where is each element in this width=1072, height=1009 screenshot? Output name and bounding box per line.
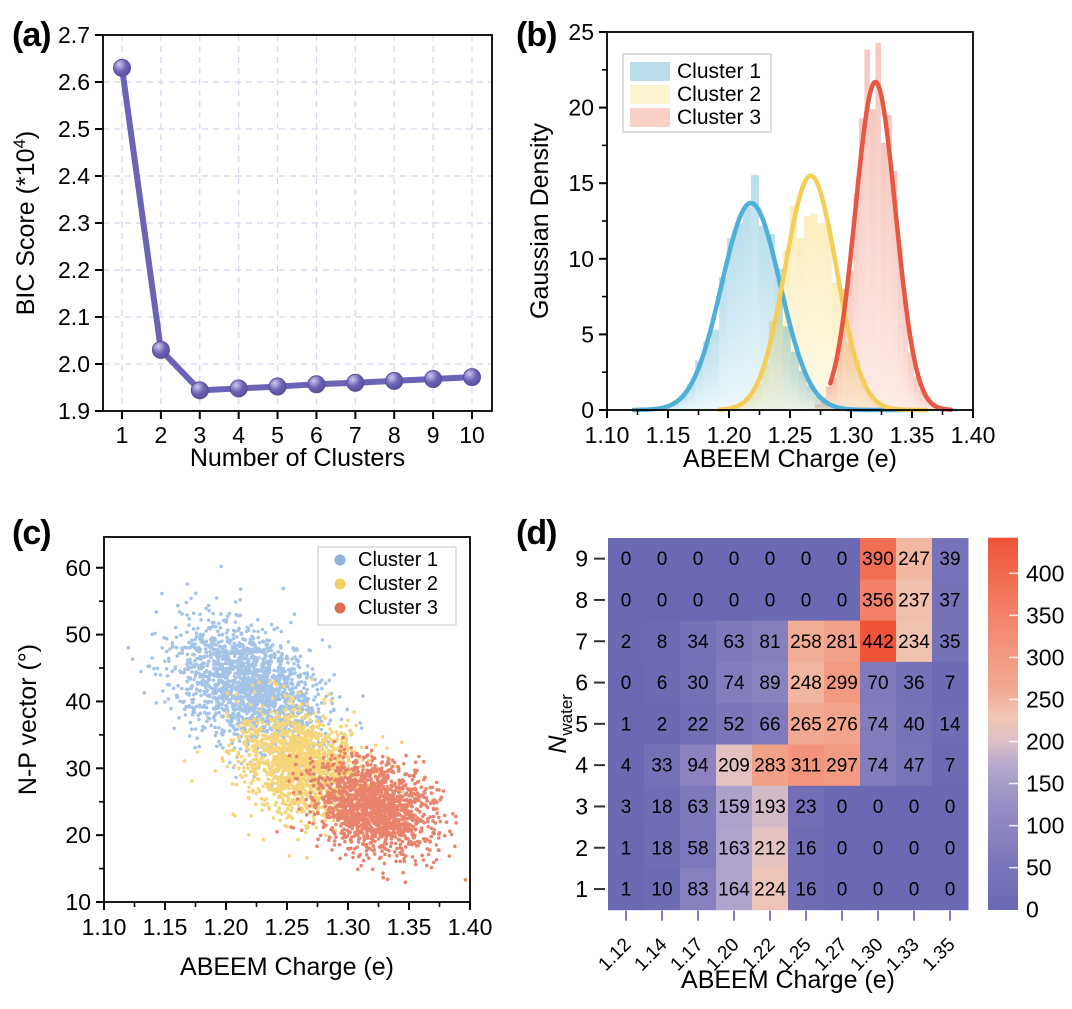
panel-b-label: (b)	[516, 16, 557, 54]
svg-text:2.5: 2.5	[58, 116, 90, 142]
svg-text:1.15: 1.15	[646, 422, 691, 448]
svg-text:1.10: 1.10	[82, 914, 127, 940]
svg-text:5: 5	[271, 422, 284, 448]
svg-text:6: 6	[310, 422, 323, 448]
svg-text:25: 25	[568, 19, 594, 45]
svg-text:0: 0	[581, 397, 594, 423]
svg-text:20: 20	[568, 95, 594, 121]
svg-text:1.30: 1.30	[326, 914, 371, 940]
svg-text:5: 5	[581, 321, 594, 347]
svg-text:1.9: 1.9	[58, 398, 90, 424]
svg-text:9: 9	[427, 422, 440, 448]
svg-text:1: 1	[116, 422, 129, 448]
svg-text:50: 50	[65, 622, 91, 648]
svg-text:Cluster 1: Cluster 1	[677, 60, 761, 83]
svg-text:10: 10	[65, 889, 91, 915]
svg-text:1.10: 1.10	[585, 422, 630, 448]
svg-text:1.20: 1.20	[204, 914, 249, 940]
svg-text:8: 8	[388, 422, 401, 448]
svg-text:Cluster 2: Cluster 2	[358, 573, 438, 595]
svg-text:Number of Clusters: Number of Clusters	[190, 444, 405, 472]
svg-text:2.3: 2.3	[58, 210, 90, 236]
svg-text:15: 15	[568, 170, 594, 196]
svg-text:40: 40	[65, 688, 91, 714]
svg-text:2.6: 2.6	[58, 69, 90, 95]
svg-text:3: 3	[193, 422, 206, 448]
panel-c-scatter-chart: 1.10 1.15 1.20 1.25 1.30 1.35 1.40 10 20 30 40 50 60…	[14, 536, 493, 981]
svg-text:1.35: 1.35	[890, 422, 935, 448]
svg-text:20: 20	[65, 822, 91, 848]
panel-d-label: (d)	[516, 514, 557, 552]
svg-text:2.7: 2.7	[58, 22, 90, 48]
svg-text:1.20: 1.20	[707, 422, 752, 448]
svg-text:2.1: 2.1	[58, 304, 90, 330]
svg-text:4: 4	[232, 422, 245, 448]
svg-text:1.25: 1.25	[265, 914, 310, 940]
svg-text:7: 7	[349, 422, 362, 448]
svg-text:1.25: 1.25	[768, 422, 813, 448]
svg-text:2.4: 2.4	[58, 163, 90, 189]
svg-text:Gaussian Density: Gaussian Density	[526, 123, 554, 319]
svg-text:1.35: 1.35	[387, 914, 432, 940]
svg-text:10: 10	[459, 422, 485, 448]
svg-text:1.15: 1.15	[143, 914, 188, 940]
panel-c-label: (c)	[12, 514, 52, 552]
panel-a-label: (a)	[12, 16, 52, 54]
svg-text:Cluster 3: Cluster 3	[677, 106, 761, 129]
svg-text:10: 10	[568, 246, 594, 272]
svg-text:Cluster 1: Cluster 1	[358, 549, 438, 571]
svg-text:60: 60	[65, 555, 91, 581]
panel-b-gaussian-density-chart: 1.10 1.15 1.20 1.25 1.30 1.35 1.40 0 5 10 15 20 25 Cl…	[526, 19, 996, 473]
svg-text:BIC Score (*104): BIC Score (*104)	[10, 131, 40, 316]
svg-text:1.40: 1.40	[448, 914, 493, 940]
svg-text:Cluster 2: Cluster 2	[677, 83, 761, 106]
panel-d-heatmap-chart: 0 0 0 0 0 0 0 390 247 390 0 0 0 0 0 0 356 237 372 8 34 63 81 25…	[544, 537, 1064, 994]
svg-text:1.40: 1.40	[951, 422, 996, 448]
svg-text:1.30: 1.30	[829, 422, 874, 448]
panel-a-bic-line-chart: 1 2 3 4 5 6 7 8 9 10 1.9 2.0 2.1 2.2 2.3 2.4 2.5 2.6 2.7 Nu…	[10, 22, 493, 472]
svg-text:2: 2	[154, 422, 167, 448]
svg-text:2.0: 2.0	[58, 351, 90, 377]
svg-text:30: 30	[65, 755, 91, 781]
svg-text:2.2: 2.2	[58, 257, 90, 283]
svg-text:ABEEM Charge (e): ABEEM Charge (e)	[683, 445, 897, 473]
